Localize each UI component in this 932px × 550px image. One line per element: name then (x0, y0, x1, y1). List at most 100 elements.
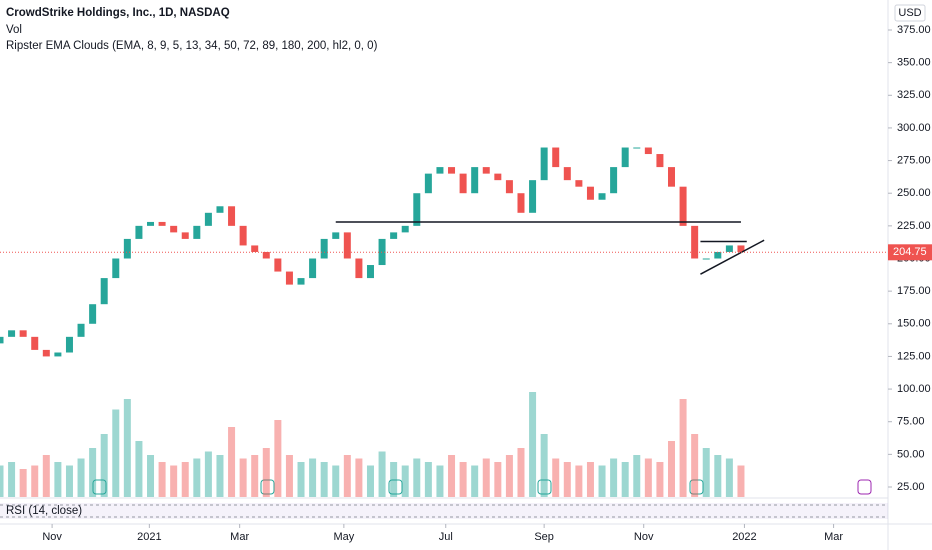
candle-body (135, 225, 143, 239)
candle-body (494, 173, 502, 181)
candle-body (737, 245, 745, 252)
candle-body (459, 173, 467, 194)
candle-body (54, 352, 62, 357)
candle-body (309, 258, 317, 279)
candle-body (42, 349, 50, 357)
candle-body (100, 278, 108, 305)
candle-body (216, 206, 224, 213)
volume-bar (390, 462, 398, 497)
y-tick-label: 300.00 (897, 122, 931, 134)
candle-body (644, 147, 652, 155)
candle-body (390, 232, 398, 239)
y-tick-label: 375.00 (897, 24, 931, 36)
earnings-icon[interactable] (260, 479, 275, 495)
volume-bar (239, 458, 247, 497)
candle-body (262, 251, 270, 259)
y-tick-label: 250.00 (897, 187, 931, 199)
volume-bar (31, 465, 39, 497)
volume-bar (65, 465, 73, 497)
earnings-icon[interactable] (537, 479, 552, 495)
candle-body (285, 271, 293, 285)
y-tick-label: 150.00 (897, 318, 931, 330)
candle-body (204, 212, 212, 226)
candle-body (19, 330, 27, 337)
candle-body (471, 167, 479, 194)
candle-body (355, 258, 363, 279)
x-tick-label: 2021 (137, 531, 161, 543)
volume-bar (494, 462, 502, 497)
currency-box[interactable] (894, 4, 926, 22)
y-tick-label: 75.00 (897, 416, 925, 428)
volume-bar (436, 465, 444, 497)
candle-body (31, 336, 39, 350)
earnings-icon[interactable] (388, 479, 403, 495)
candle-body (123, 238, 131, 259)
volume-bar (471, 465, 479, 497)
y-tick-label: 350.00 (897, 57, 931, 69)
candle-body (147, 221, 155, 226)
candle-body (274, 258, 282, 272)
volume-bar (204, 451, 212, 497)
earnings-icon[interactable] (689, 479, 704, 495)
volume-bar (424, 462, 432, 497)
volume-bar (679, 399, 687, 497)
volume-bar (448, 455, 456, 497)
candle-body (181, 232, 189, 239)
candle-body (575, 180, 583, 187)
volume-bar (100, 434, 108, 497)
volume-bar (656, 462, 664, 497)
x-tick-label: Nov (42, 531, 62, 543)
candle-body (667, 167, 675, 187)
volume-bar (540, 434, 548, 497)
volume-bar (691, 434, 699, 497)
volume-bar (19, 469, 27, 497)
volume-label: Vol (6, 24, 22, 36)
candle-body (540, 147, 548, 181)
volume-bar (610, 458, 618, 497)
candle-body (586, 186, 594, 200)
volume-bar (517, 448, 525, 497)
candle-body (413, 193, 421, 226)
candle-body (158, 221, 166, 226)
x-tick-label: Nov (634, 531, 654, 543)
volume-bar (633, 455, 641, 497)
earnings-icon[interactable] (857, 479, 872, 495)
y-tick-label: 125.00 (897, 350, 931, 362)
candle-body (401, 225, 409, 233)
volume-bar (297, 462, 305, 497)
volume-bar (216, 455, 224, 497)
volume-bar (158, 462, 166, 497)
volume-bar (575, 465, 583, 497)
volume-bar (262, 448, 270, 497)
volume-bar (285, 455, 293, 497)
y-tick-label: 325.00 (897, 89, 931, 101)
volume-bar (355, 458, 363, 497)
trend-line (700, 239, 765, 275)
volume-bar (89, 448, 97, 497)
volume-bar (181, 462, 189, 497)
volume-bar (459, 462, 467, 497)
candle-body (505, 180, 513, 194)
candle-body (239, 225, 247, 246)
volume-bar (123, 399, 131, 497)
volume-bar (413, 458, 421, 497)
volume-bar (228, 427, 236, 497)
candle-body (297, 278, 305, 285)
last-price-tag (888, 244, 932, 261)
candle-body (193, 225, 201, 239)
volume-bar (274, 420, 282, 497)
rsi-band (0, 503, 888, 519)
x-tick-label: May (333, 531, 354, 543)
candle-body (702, 258, 710, 260)
candle-body (610, 167, 618, 194)
candle-body (366, 265, 374, 279)
earnings-icon[interactable] (92, 479, 107, 495)
candle-body (691, 225, 699, 259)
x-tick-label: Sep (534, 531, 554, 543)
x-tick-label: Mar (824, 531, 843, 543)
volume-bar (621, 462, 629, 497)
candle-body (656, 154, 664, 168)
candle-body (517, 193, 525, 213)
volume-bar (586, 462, 594, 497)
candle-body (598, 193, 606, 200)
